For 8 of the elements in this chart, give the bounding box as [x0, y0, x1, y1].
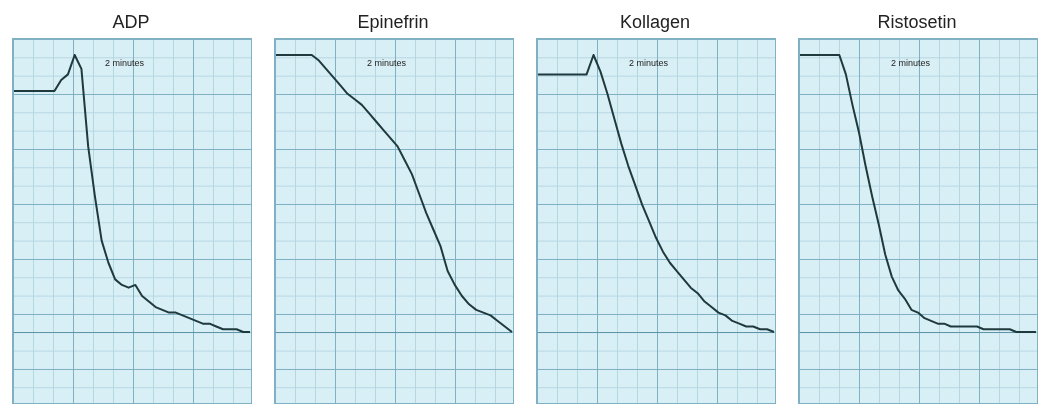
annotation: 2 minutes: [105, 57, 145, 68]
chart-title: Epinefrin: [357, 12, 429, 32]
annotation: 2 minutes: [891, 57, 931, 68]
annotation: 2 minutes: [629, 57, 669, 68]
chart-title: Kollagen: [619, 12, 691, 32]
chart-title: Ristosetin: [877, 12, 957, 32]
chart-title: ADP: [112, 12, 150, 32]
annotation: 2 minutes: [367, 57, 407, 68]
